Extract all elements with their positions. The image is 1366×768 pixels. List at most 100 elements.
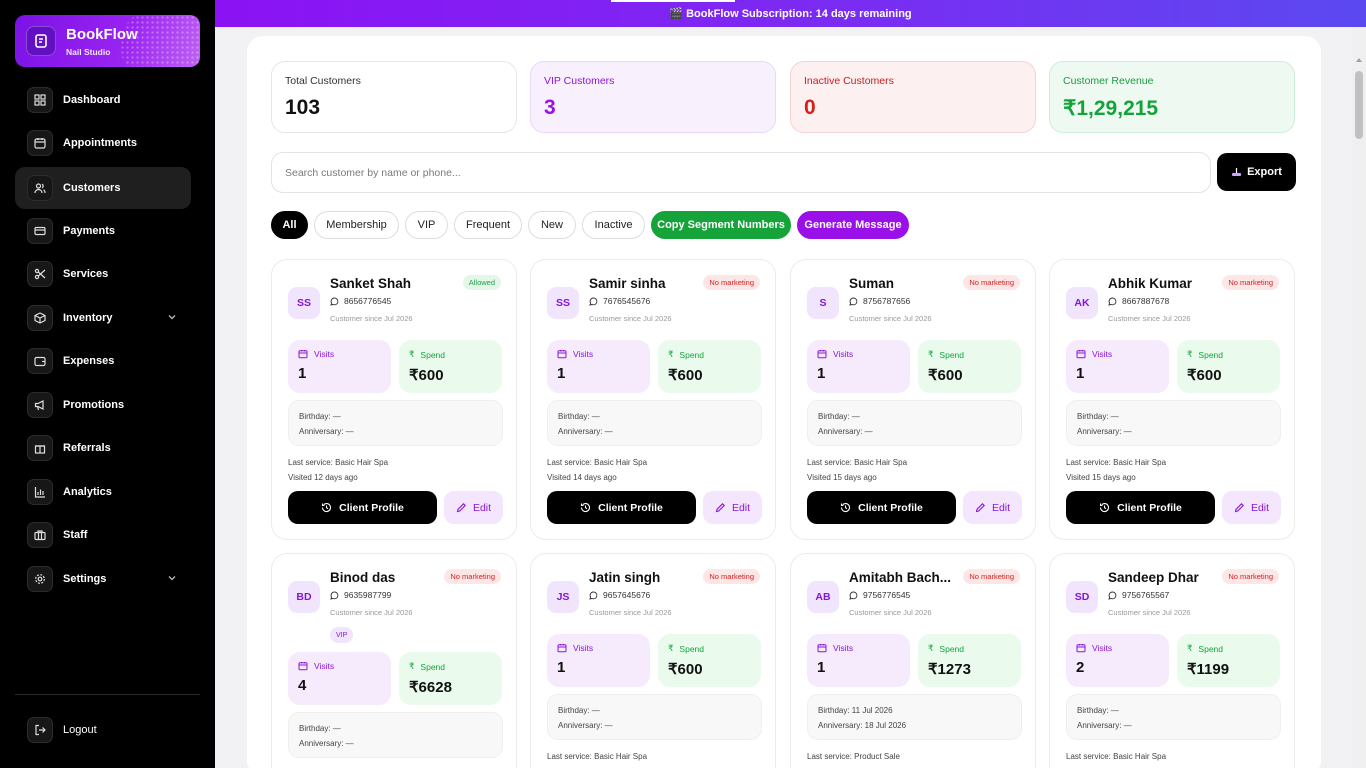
marketing-status-badge: No marketing [963, 275, 1020, 290]
customer-phone: 8756787656 [849, 296, 910, 306]
customer-search-input[interactable] [271, 152, 1211, 193]
filter-new[interactable]: New [528, 211, 576, 239]
chevron-down-icon [168, 576, 176, 581]
visits-metric: Visits 1 [1066, 340, 1169, 393]
marketing-status-badge: No marketing [1222, 569, 1279, 584]
spend-value: ₹600 [668, 661, 703, 678]
calendar-icon [298, 662, 308, 671]
spend-value: ₹6628 [409, 679, 452, 696]
calendar-icon [817, 350, 827, 359]
history-icon [1100, 503, 1110, 513]
visits-metric: Visits 1 [288, 340, 391, 393]
page-scrollbar[interactable] [1352, 27, 1366, 768]
sidebar-item-expenses[interactable]: Expenses [15, 340, 191, 382]
calendar-icon [557, 644, 567, 653]
last-visit-info: Last service: Basic Hair Spa [1066, 749, 1166, 764]
special-dates: Birthday: — Anniversary: — [288, 712, 503, 758]
customer-card: AB Amitabh Bach... No marketing 97567765… [790, 553, 1036, 768]
visits-value: 2 [1076, 659, 1085, 676]
visits-value: 4 [298, 677, 307, 694]
rupee-icon: ₹ [928, 349, 934, 359]
edit-button[interactable]: Edit [703, 491, 762, 524]
rupee-icon: ₹ [668, 643, 674, 653]
birthday: Birthday: — [299, 412, 341, 421]
sidebar-item-label: Inventory [63, 312, 113, 324]
sidebar-item-customers[interactable]: Customers [15, 167, 191, 209]
sidebar-item-staff[interactable]: Staff [15, 514, 191, 556]
spend-metric: ₹ Spend ₹600 [399, 340, 502, 393]
chevron-down-icon [168, 315, 176, 320]
sidebar-item-settings[interactable]: Settings [15, 558, 191, 600]
visited-ago: Visited 14 days ago [547, 473, 617, 482]
customer-name[interactable]: Amitabh Bach... [849, 570, 952, 585]
sidebar-item-referrals[interactable]: Referrals [15, 427, 191, 469]
edit-button[interactable]: Edit [1222, 491, 1281, 524]
customer-name[interactable]: Sanket Shah [330, 276, 412, 291]
stat-customer-revenue: Customer Revenue ₹1,29,215 [1049, 61, 1295, 133]
sidebar-item-label: Customers [63, 182, 121, 194]
filter-frequent[interactable]: Frequent [454, 211, 522, 239]
customer-name[interactable]: Sandeep Dhar [1108, 570, 1199, 585]
stat-total-customers: Total Customers 103 [271, 61, 517, 133]
brand-card[interactable]: BookFlow Nail Studio [15, 15, 200, 67]
generate-message-button[interactable]: Generate Message [797, 211, 909, 239]
sidebar-item-inventory[interactable]: Inventory [15, 297, 191, 339]
export-button[interactable]: Export [1217, 153, 1296, 191]
briefcase-icon [27, 522, 53, 548]
filter-vip[interactable]: VIP [405, 211, 448, 239]
avatar: AB [807, 581, 839, 613]
birthday: Birthday: — [558, 412, 600, 421]
edit-button[interactable]: Edit [963, 491, 1022, 524]
copy-segment-numbers-button[interactable]: Copy Segment Numbers [651, 211, 791, 239]
sidebar-item-promotions[interactable]: Promotions [15, 384, 191, 426]
filter-all[interactable]: All [271, 211, 308, 239]
sidebar-item-payments[interactable]: Payments [15, 210, 191, 252]
sidebar-item-label: Staff [63, 529, 88, 541]
scroll-up-arrow-icon[interactable] [1356, 58, 1362, 62]
spend-metric: ₹ Spend ₹1273 [918, 634, 1021, 687]
marketing-status-badge: No marketing [703, 569, 760, 584]
anniversary: Anniversary: 18 Jul 2026 [818, 721, 907, 730]
vip-tag: VIP [330, 627, 354, 643]
client-profile-button[interactable]: Client Profile [1066, 491, 1215, 524]
client-profile-button[interactable]: Client Profile [807, 491, 956, 524]
edit-button[interactable]: Edit [444, 491, 503, 524]
last-service: Last service: Product Sale [807, 752, 900, 761]
logout-icon [27, 717, 53, 743]
filter-inactive[interactable]: Inactive [582, 211, 645, 239]
avatar: SS [547, 287, 579, 319]
scroll-thumb[interactable] [1355, 71, 1363, 139]
birthday: Birthday: — [558, 706, 600, 715]
customer-name[interactable]: Jatin singh [589, 570, 661, 585]
filter-membership[interactable]: Membership [314, 211, 399, 239]
marketing-status-badge: No marketing [703, 275, 760, 290]
birthday: Birthday: — [818, 412, 860, 421]
users-icon [27, 175, 53, 201]
logout-label: Logout [63, 724, 97, 736]
client-profile-button[interactable]: Client Profile [288, 491, 437, 524]
customer-name[interactable]: Samir sinha [589, 276, 666, 291]
sidebar-item-services[interactable]: Services [15, 253, 191, 295]
client-profile-button[interactable]: Client Profile [547, 491, 696, 524]
customer-since: Customer since Jul 2026 [849, 314, 932, 323]
spend-metric: ₹ Spend ₹1199 [1177, 634, 1280, 687]
pencil-icon [456, 503, 466, 513]
logout-button[interactable]: Logout [15, 709, 191, 751]
anniversary: Anniversary: — [299, 427, 354, 436]
banner-indicator [611, 0, 735, 2]
birthday: Birthday: — [299, 724, 341, 733]
customer-name[interactable]: Abhik Kumar [1108, 276, 1193, 291]
export-icon [1232, 167, 1242, 176]
sidebar-item-appointments[interactable]: Appointments [15, 122, 191, 164]
customer-card: SS Sanket Shah Allowed 8656776545 Custom… [271, 259, 517, 540]
chat-icon [1108, 297, 1117, 306]
sidebar-item-dashboard[interactable]: Dashboard [15, 79, 191, 121]
customer-name[interactable]: Suman [849, 276, 895, 291]
visits-metric: Visits 1 [547, 634, 650, 687]
chat-icon [849, 591, 858, 600]
sidebar-item-analytics[interactable]: Analytics [15, 471, 191, 513]
customer-name[interactable]: Binod das [330, 570, 396, 585]
customer-since: Customer since Jul 2026 [330, 608, 413, 617]
visits-metric: Visits 4 [288, 652, 391, 705]
special-dates: Birthday: — Anniversary: — [807, 400, 1022, 446]
